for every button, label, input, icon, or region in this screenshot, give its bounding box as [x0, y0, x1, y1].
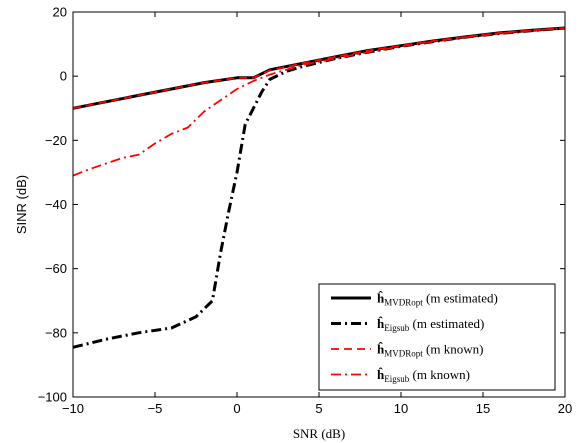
y-tick-label: −20 — [45, 133, 67, 148]
series-line-4 — [72, 27, 566, 177]
x-tick-label: −10 — [62, 401, 84, 416]
x-tick-label: −5 — [148, 401, 163, 416]
legend-entry-4: ĥEigsub (m known) — [377, 367, 470, 384]
legend-entry-1: ĥMVDRopt (m estimated) — [377, 291, 498, 308]
y-axis-label: SINR (dB) — [14, 175, 29, 234]
y-tick-label: −100 — [38, 390, 67, 405]
y-tick-label: −80 — [45, 325, 67, 340]
x-tick-label: 20 — [558, 401, 572, 416]
series-line-3 — [72, 27, 566, 110]
series-layer — [72, 26, 566, 349]
y-tick-label: 0 — [60, 69, 67, 84]
x-tick-label: 0 — [233, 401, 240, 416]
legend-entry-3: ĥMVDRopt (m known) — [377, 342, 483, 359]
y-tick-label: −60 — [45, 261, 67, 276]
x-tick-label: 5 — [315, 401, 322, 416]
x-tick-label: 15 — [476, 401, 490, 416]
x-axis-label: SNR (dB) — [293, 426, 345, 441]
legend: ĥMVDRopt (m estimated) ĥEigsub (m estimat… — [318, 283, 556, 391]
y-tick-label: −40 — [45, 197, 67, 212]
y-tick-label: 20 — [53, 5, 67, 20]
legend-entry-2: ĥEigsub (m estimated) — [377, 316, 484, 333]
x-tick-label: 10 — [394, 401, 408, 416]
legend-box — [318, 283, 556, 391]
tick-layer: −10 −5 0 5 10 15 20 20 0 −20 −40 −60 −80 −100 — [38, 5, 573, 417]
